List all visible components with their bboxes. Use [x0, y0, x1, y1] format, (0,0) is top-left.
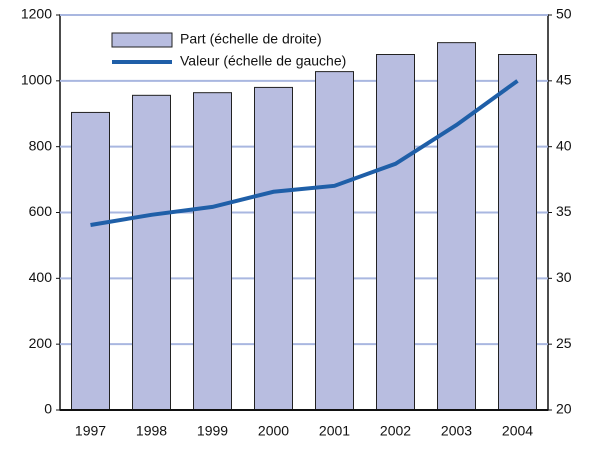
- bar: [193, 92, 232, 411]
- y-tick-label: 1200: [21, 6, 52, 22]
- x-tick-label: 2000: [258, 423, 289, 439]
- x-tick-label: 2003: [441, 423, 472, 439]
- y-tick-label: 800: [29, 137, 53, 153]
- bar: [498, 54, 537, 411]
- y2-tick-label: 50: [556, 6, 572, 22]
- y-tick-label: 1000: [21, 72, 52, 88]
- bar: [437, 42, 476, 411]
- bar: [376, 54, 415, 411]
- legend-label: Part (échelle de droite): [180, 31, 322, 47]
- y-tick-label: 0: [44, 401, 52, 417]
- bar: [254, 86, 293, 411]
- y2-tick-label: 20: [556, 401, 572, 417]
- bar: [132, 94, 171, 411]
- bar: [71, 111, 110, 411]
- legend-swatch: [111, 32, 173, 48]
- x-tick-label: 2002: [380, 423, 411, 439]
- x-tick-label: 2004: [502, 423, 533, 439]
- x-tick-label: 1998: [136, 423, 167, 439]
- y2-tick-label: 40: [556, 137, 572, 153]
- x-tick-label: 1999: [197, 423, 228, 439]
- y-tick-label: 600: [29, 203, 53, 219]
- y-tick-label: 400: [29, 269, 53, 285]
- y2-tick-label: 45: [556, 72, 572, 88]
- y2-tick-label: 30: [556, 269, 572, 285]
- bar: [315, 71, 354, 411]
- legend-label: Valeur (échelle de gauche): [180, 53, 346, 69]
- y2-tick-label: 25: [556, 335, 572, 351]
- line: [90, 79, 519, 227]
- x-tick-label: 2001: [319, 423, 350, 439]
- x-tick-label: 1997: [75, 423, 106, 439]
- y-tick-label: 200: [29, 335, 53, 351]
- y2-tick-label: 35: [556, 203, 572, 219]
